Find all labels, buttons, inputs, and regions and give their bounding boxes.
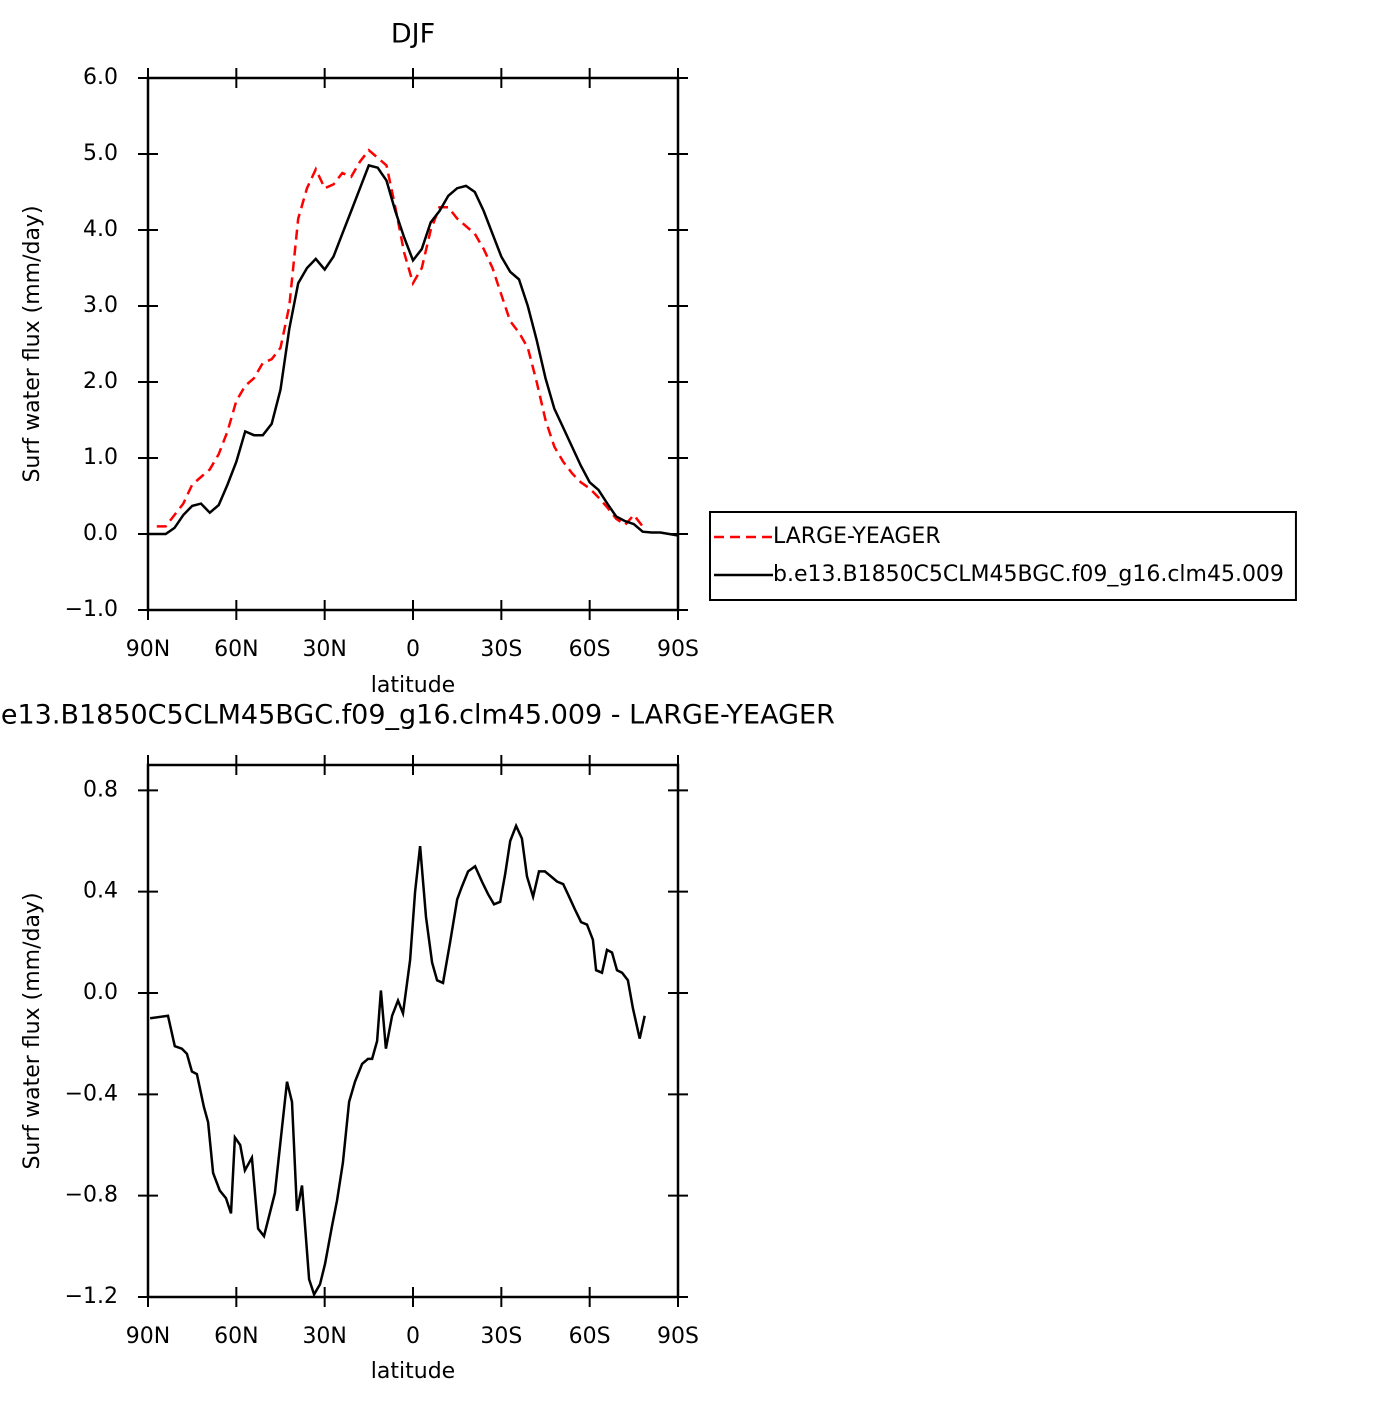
plot-frame (146, 76, 680, 612)
x-tick-label: 30S (480, 1324, 522, 1349)
y-tick-label: 2.0 (83, 369, 118, 394)
x-tick-label: 30N (302, 637, 346, 662)
data-line (156, 148, 644, 528)
x-tick-label: 0 (406, 637, 420, 662)
y-tick-label: −0.4 (65, 1081, 118, 1106)
x-tick-label: 0 (406, 1324, 420, 1349)
chart-title: DJF (391, 19, 435, 50)
legend-box (709, 511, 1297, 601)
y-tick-label: 6.0 (83, 65, 118, 90)
plot-frame (146, 763, 680, 1299)
x-tick-label: 90S (657, 1324, 699, 1349)
y-tick-label: −1.2 (65, 1284, 118, 1309)
y-tick-label: 5.0 (83, 141, 118, 166)
x-tick-label: 90N (126, 1324, 170, 1349)
x-tick-label: 60S (569, 1324, 611, 1349)
x-tick-label: 90S (657, 637, 699, 662)
x-tick-label: 30S (480, 637, 522, 662)
data-line (148, 163, 679, 537)
y-tick-label: 3.0 (83, 293, 118, 318)
data-line (149, 822, 646, 1298)
x-axis-label: latitude (371, 1359, 455, 1384)
legend-label: LARGE-YEAGER (773, 524, 941, 549)
y-tick-label: 0.0 (83, 521, 118, 546)
x-tick-label: 60N (214, 1324, 258, 1349)
y-tick-label: 0.0 (83, 980, 118, 1005)
x-tick-label: 90N (126, 637, 170, 662)
y-axis-label: Surf water flux (mm/day) (20, 892, 45, 1169)
y-axis-label: Surf water flux (mm/day) (20, 205, 45, 482)
x-tick-label: 30N (302, 1324, 346, 1349)
legend-label: b.e13.B1850C5CLM45BGC.f09_g16.clm45.009 (773, 562, 1284, 587)
x-tick-label: 60N (214, 637, 258, 662)
legend: LARGE-YEAGER b.e13.B1850C5CLM45BGC.f09_g1… (709, 511, 1297, 601)
chart-title: b.e13.B1850C5CLM45BGC.f09_g16.clm45.009 … (0, 700, 835, 731)
y-tick-label: 0.8 (83, 777, 118, 802)
y-tick-label: 4.0 (83, 217, 118, 242)
y-tick-label: 0.4 (83, 879, 118, 904)
y-tick-label: −1.0 (65, 597, 118, 622)
y-tick-label: 1.0 (83, 445, 118, 470)
y-tick-label: −0.8 (65, 1183, 118, 1208)
x-axis-label: latitude (371, 673, 455, 698)
x-tick-label: 60S (569, 637, 611, 662)
